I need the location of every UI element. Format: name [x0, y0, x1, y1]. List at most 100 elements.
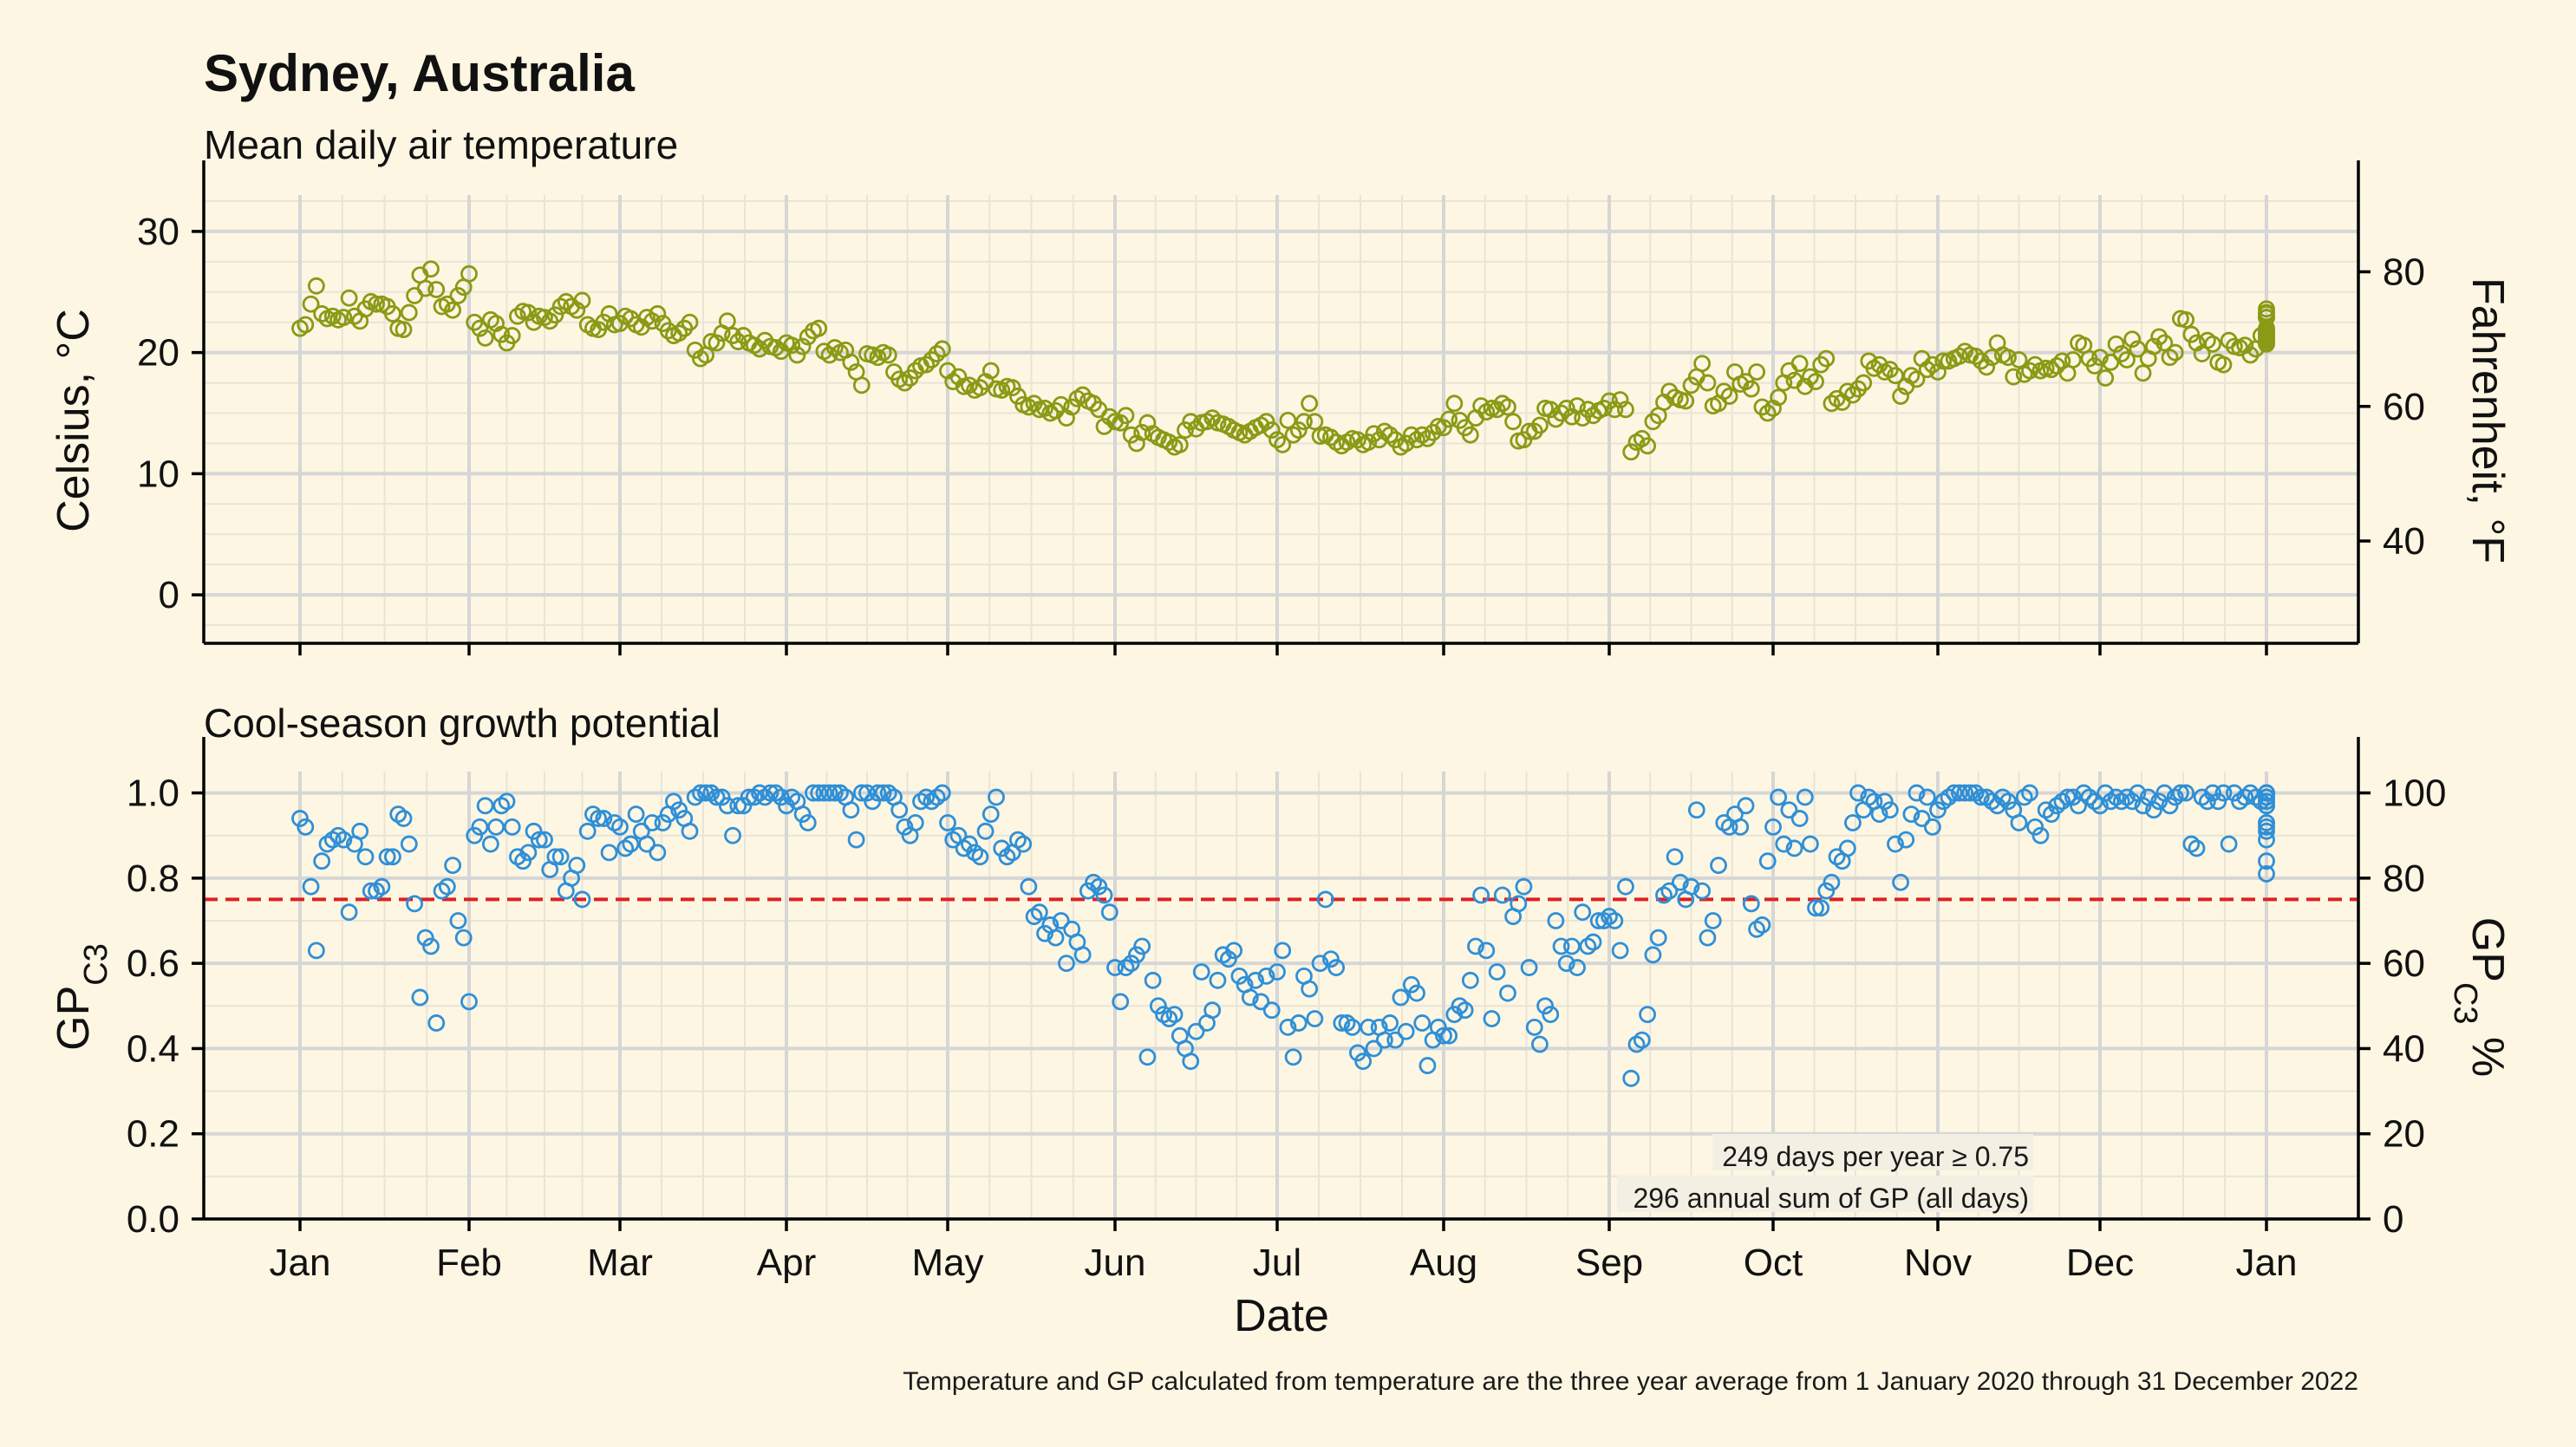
- temperature-point: [573, 291, 591, 310]
- gp-point: [734, 797, 753, 815]
- gp-point: [291, 810, 309, 827]
- gp-point: [1902, 805, 1921, 824]
- gp-point: [1488, 963, 1506, 981]
- temperature-point: [1370, 431, 1388, 449]
- temperature-point: [460, 264, 478, 283]
- gp-point: [400, 835, 418, 853]
- gp-point: [595, 810, 613, 827]
- gp-point: [820, 784, 838, 802]
- annotation-sum: 296 annual sum of GP (all days): [1633, 1183, 2029, 1214]
- temperature-point: [1117, 407, 1135, 425]
- gp-point: [1493, 886, 1511, 904]
- footnote: Temperature and GP calculated from tempe…: [903, 1367, 2358, 1396]
- temperature-point: [1606, 401, 1624, 419]
- x-tick-label: Feb: [436, 1242, 502, 1284]
- temperature-point: [2258, 329, 2275, 347]
- gp-point: [416, 929, 434, 947]
- temperature-grid: [204, 195, 2358, 643]
- gp-point: [1622, 1069, 1640, 1087]
- gp-point: [654, 814, 672, 831]
- gp-point: [1047, 929, 1065, 947]
- y2-tick-label: 40: [2383, 1027, 2425, 1070]
- gp-point: [1552, 937, 1570, 955]
- gp-point: [939, 814, 956, 831]
- temperature-point: [751, 340, 768, 358]
- y2-tick-label: 0: [2383, 1198, 2403, 1241]
- gp-point: [2172, 784, 2189, 802]
- gp-point: [1611, 942, 1629, 960]
- temperature-point: [395, 321, 413, 339]
- gp-point: [1961, 784, 1979, 802]
- gp-point: [2258, 831, 2275, 849]
- gp-percent-y-axis-label: GPC3 %: [2447, 917, 2513, 1077]
- temperature-point: [1552, 404, 1570, 422]
- gp-point: [1203, 1001, 1222, 1020]
- y-tick-label: 0.0: [127, 1198, 179, 1241]
- gp-point: [2145, 801, 2162, 819]
- gp-point: [2134, 797, 2152, 815]
- temperature-point: [1349, 431, 1366, 449]
- gp-point: [1418, 1057, 1437, 1074]
- temperature-point: [384, 305, 401, 323]
- gp-point: [2258, 814, 2275, 831]
- gp-point: [1699, 929, 1717, 947]
- gp-point: [1316, 890, 1334, 909]
- gp-point: [2204, 784, 2221, 802]
- gp-point: [1289, 1014, 1308, 1032]
- temperature-point: [2155, 334, 2174, 352]
- gp-point: [1456, 1001, 1474, 1020]
- gp-point: [1812, 899, 1830, 917]
- gp-point: [1817, 882, 1836, 900]
- gp-point: [1542, 1006, 1560, 1024]
- temperature-point: [1063, 398, 1081, 416]
- temperature-panel-subtitle: Mean daily air temperature: [204, 122, 678, 167]
- temperature-point: [842, 353, 860, 371]
- gp-point: [514, 852, 532, 870]
- temperature-point: [2204, 335, 2221, 353]
- x-tick-label: Sep: [1575, 1242, 1643, 1284]
- gp-point: [1209, 971, 1227, 989]
- gp-point: [638, 835, 655, 853]
- gp-point: [933, 784, 951, 802]
- temperature-point: [2123, 330, 2142, 349]
- gp-point: [1606, 912, 1624, 929]
- gp-point: [906, 814, 924, 831]
- temperature-point: [492, 325, 511, 343]
- temperature-point: [1306, 413, 1324, 431]
- temperature-point: [1408, 431, 1425, 449]
- gp-point: [1999, 792, 2017, 811]
- gp-point: [1828, 848, 1846, 866]
- annotation-days: 249 days per year ≥ 0.75: [1722, 1141, 2029, 1172]
- gp-point: [1574, 903, 1592, 922]
- gp-point: [1887, 835, 1904, 853]
- temperature-point: [793, 337, 812, 355]
- gp-point: [1780, 801, 1798, 819]
- gp-point: [1095, 886, 1113, 904]
- temperature-point: [783, 336, 801, 355]
- gp-point: [1483, 1010, 1501, 1027]
- gp-point: [1322, 950, 1340, 968]
- gp-point: [395, 810, 413, 827]
- gp-point: [2258, 788, 2275, 806]
- gp-point: [852, 784, 871, 802]
- temperature-point: [1720, 388, 1738, 405]
- temperature-point: [471, 319, 489, 337]
- temperature-point: [297, 316, 315, 334]
- gp-point: [1568, 959, 1586, 976]
- temperature-point: [1542, 401, 1560, 419]
- gp-point: [1666, 848, 1684, 866]
- x-tick-label: Apr: [757, 1242, 816, 1284]
- gp-point: [2258, 852, 2275, 870]
- temperature-point: [340, 289, 358, 307]
- gp-point: [1187, 1022, 1205, 1040]
- gp-point: [1687, 801, 1705, 819]
- temperature-point: [1160, 433, 1178, 451]
- temperature-point: [509, 307, 526, 325]
- temperature-point: [368, 295, 385, 313]
- gp-point: [1144, 971, 1162, 989]
- gp-point: [1913, 810, 1931, 827]
- gp-point: [438, 877, 456, 896]
- gp-point: [1988, 797, 2006, 815]
- temperature-point: [1279, 411, 1297, 429]
- temperature-point: [400, 303, 418, 322]
